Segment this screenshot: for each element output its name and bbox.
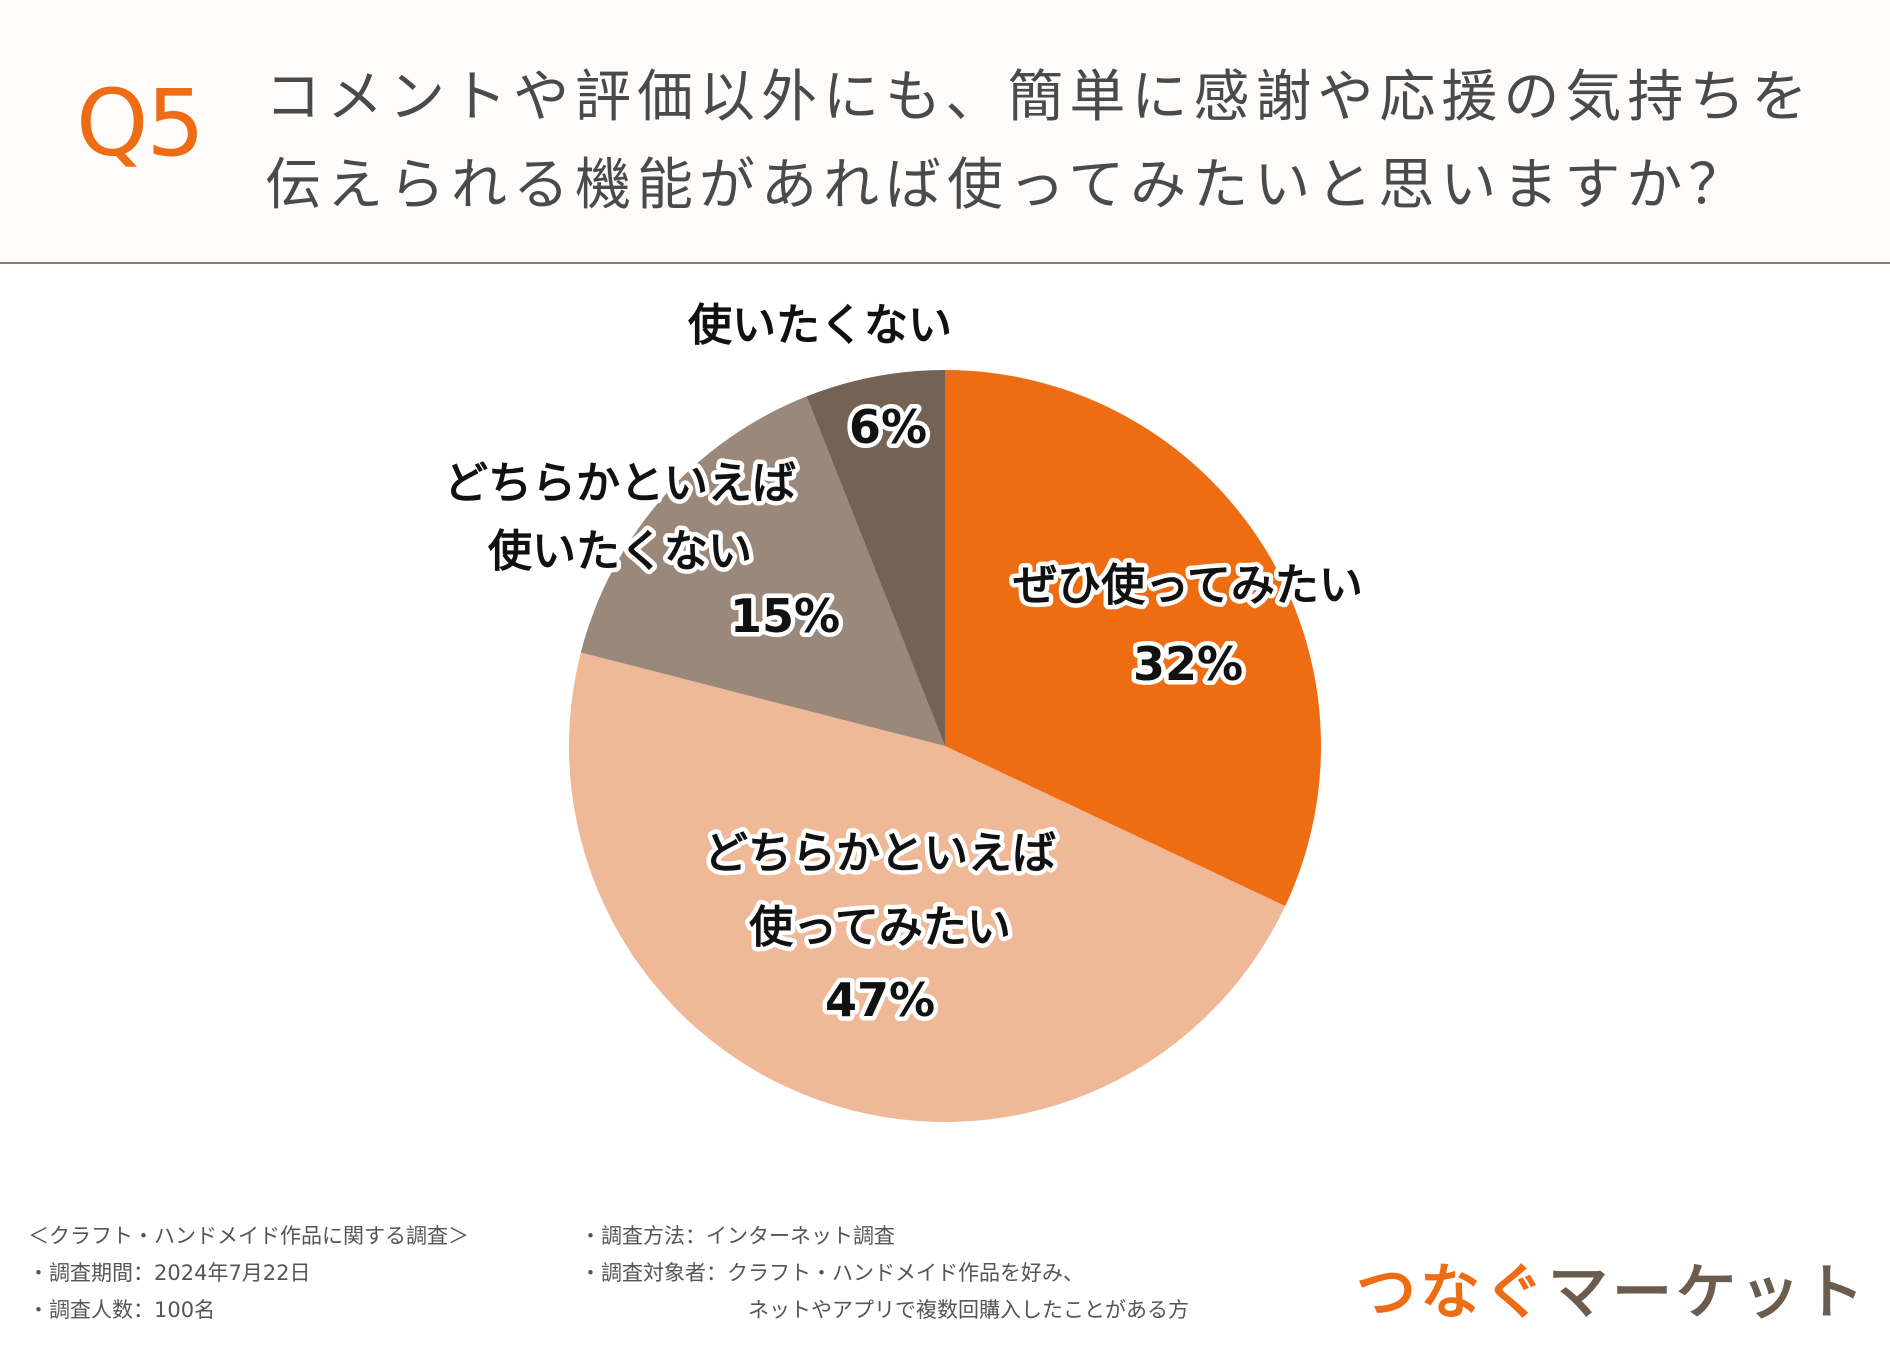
pie-slice-1	[945, 370, 1321, 907]
question-number: Q5	[76, 70, 205, 177]
slice-value-4: 6%	[849, 400, 927, 454]
slice-label-4-line-1: 使いたくない	[688, 300, 952, 351]
survey-target-line-2: ネットやアプリで複数回購入したことがある方	[748, 1298, 1189, 1322]
survey-info-left: ＜クラフト・ハンドメイド作品に関する調査＞ ・調査期間：2024年7月22日 ・…	[28, 1218, 469, 1329]
survey-info-right: ・調査方法：インターネット調査 ・調査対象者：クラフト・ハンドメイド作品を好み、…	[580, 1218, 1189, 1329]
question-header: Q5 コメントや評価以外にも、簡単に感謝や応援の気持ちを 伝えられる機能があれば…	[0, 0, 1890, 264]
logo-part-2: マーケット	[1548, 1258, 1868, 1328]
pie-slices	[568, 370, 1321, 1122]
slice-label-1-line-1: ぜひ使ってみたい	[1013, 560, 1363, 611]
pie-slice-2	[568, 652, 1286, 1122]
pie-labels: ぜひ使ってみたい32%どちらかといえば使ってみたい47%どちらかといえば使いたく…	[440, 296, 1368, 1032]
slice-value-1: 32%	[1133, 637, 1243, 691]
slice-label-2-line-2: 使ってみたい	[749, 902, 1011, 953]
pie-slice-4	[806, 370, 945, 746]
survey-period: ・調査期間：2024年7月22日	[28, 1261, 311, 1285]
survey-method: ・調査方法：インターネット調査	[580, 1224, 895, 1248]
logo-part-1: つなぐ	[1356, 1258, 1548, 1328]
survey-respondents: ・調査人数：100名	[28, 1298, 216, 1322]
slice-label-3-line-1: どちらかといえば	[444, 458, 796, 509]
question-text-line-2: 伝えられる機能があれば使ってみたいと思いますか？	[265, 153, 1751, 218]
survey-title: ＜クラフト・ハンドメイド作品に関する調査＞	[28, 1224, 469, 1248]
question-text-line-1: コメントや評価以外にも、簡単に感謝や応援の気持ちを	[265, 65, 1814, 130]
brand-logo: つなぐマーケット	[1356, 1244, 1868, 1331]
slice-value-2: 47%	[825, 973, 935, 1027]
slice-label-2-line-1: どちらかといえば	[704, 828, 1056, 879]
survey-target-line-1: ・調査対象者：クラフト・ハンドメイド作品を好み、	[580, 1261, 1084, 1285]
slice-value-3: 15%	[730, 589, 840, 643]
pie-slice-3	[580, 396, 945, 746]
slice-label-3-line-2: 使いたくない	[488, 526, 752, 577]
